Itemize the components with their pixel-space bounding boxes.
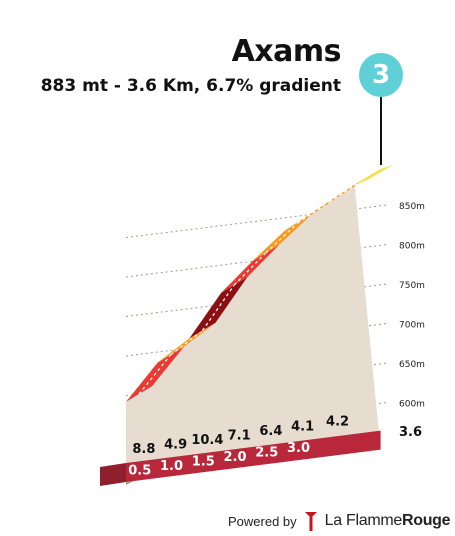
distance-tick-label: 2.5 [255,446,278,461]
y-tick-label: 650m [399,360,425,370]
gradient-segment [189,277,248,339]
y-tick-label: 850m [399,202,425,212]
summit-cap [354,164,393,185]
segment-centerline [233,252,267,286]
gradient-segment [221,244,279,293]
gradient-label: 4.1 [291,419,314,434]
flame-rouge-logo-icon [304,512,317,531]
gradient-label: 8.8 [132,442,155,457]
distance-tick-label: 1.0 [160,459,183,474]
distance-tick-label: 2.0 [223,450,246,465]
y-tick-label: 600m [399,400,425,410]
y-tick-label: 700m [399,321,425,331]
gradient-segment [253,215,311,261]
profile-body [100,184,381,486]
distance-base-side [100,463,126,486]
gradient-segments [126,164,393,402]
powered-by-text: Powered by [228,513,297,529]
distance-base-band [126,430,381,482]
brand-name: La FlammeRouge [325,512,451,530]
gradient-label: 10.4 [191,433,223,448]
chart-labels: 600m 650m 700m 750m 800m 850m 8.8 4.9 10.4 7.1 6.4… [128,97,425,479]
distance-tick-label: 0.5 [128,464,151,479]
gradient-label: 4.2 [326,414,349,429]
segment-centerline [265,222,299,254]
gridline-850 [125,204,387,238]
gradient-label: 4.9 [164,437,187,452]
segment-centerline [138,354,172,395]
distance-tick-label: 3.0 [287,441,310,456]
distance-tick-label: 1.5 [192,455,215,470]
y-tick-label: 750m [399,281,425,291]
distance-end-label: 3.6 [399,425,422,440]
gradient-label: 6.4 [259,424,282,439]
segment-centerline [170,329,203,356]
y-tick-label: 800m [399,242,425,252]
gradient-label: 7.1 [228,428,251,443]
segment-centerline [297,201,330,224]
brand-name-part1: La Flamme [324,512,403,529]
footer: Powered by La FlammeRouge [228,510,451,532]
climb-subtitle: 883 mt - 3.6 Km, 6.7% gradient [40,76,341,96]
climb-title: Axams [231,34,342,69]
profile-front-face [126,184,381,482]
climb-number-badge: 3 [359,53,403,97]
brand-name-part2: Rouge [401,512,451,529]
